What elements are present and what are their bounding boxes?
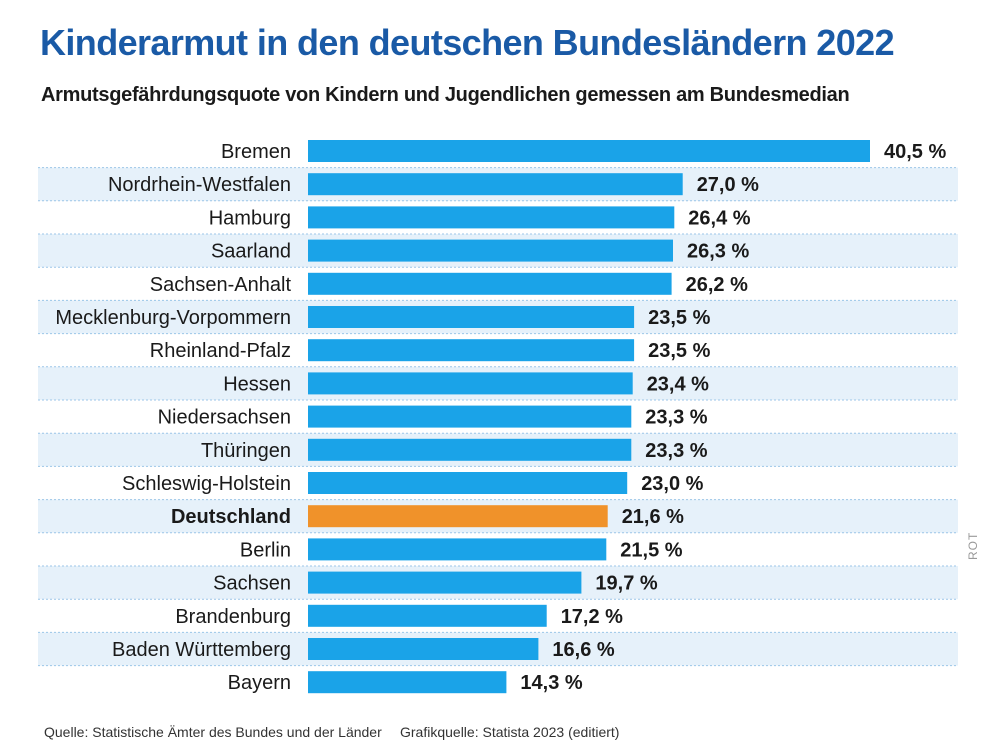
- value-label: 27,0 %: [697, 174, 759, 196]
- category-label: Rheinland-Pfalz: [150, 340, 291, 362]
- chart-title: Kinderarmut in den deutschen Bundeslände…: [40, 22, 895, 63]
- value-label: 23,3 %: [645, 407, 707, 429]
- category-label: Berlin: [240, 539, 291, 561]
- value-label: 14,3 %: [520, 672, 582, 694]
- bar: [308, 472, 628, 494]
- category-label: Bayern: [228, 672, 291, 694]
- category-label: Bremen: [221, 141, 291, 163]
- category-label: Baden Württemberg: [112, 639, 291, 661]
- bar: [308, 372, 633, 395]
- value-label: 23,5 %: [648, 340, 710, 362]
- category-label: Hamburg: [209, 207, 291, 229]
- bar: [308, 306, 635, 328]
- value-label: 26,2 %: [686, 274, 748, 296]
- category-label-highlight: Deutschland: [171, 506, 291, 528]
- bar: [308, 140, 870, 162]
- bar: [308, 239, 673, 262]
- category-label: Nordrhein-Westfalen: [108, 174, 291, 196]
- category-label: Brandenburg: [175, 606, 291, 628]
- value-label: 23,4 %: [647, 373, 709, 395]
- bars: [308, 140, 870, 694]
- bar: [308, 438, 632, 461]
- bar: [308, 538, 607, 561]
- category-label: Hessen: [223, 373, 291, 395]
- bar: [308, 604, 547, 627]
- bar: [308, 671, 507, 694]
- bar: [308, 405, 632, 428]
- value-label: 16,6 %: [552, 639, 614, 661]
- side-credit: ROT: [966, 531, 980, 560]
- bar: [308, 173, 683, 196]
- category-label: Niedersachsen: [158, 407, 291, 429]
- bar: [308, 638, 539, 660]
- value-label: 40,5 %: [884, 141, 946, 163]
- category-labels: Bremen Nordrhein-Westfalen Hamburg Saarland…: [55, 141, 291, 694]
- category-label: Saarland: [211, 241, 291, 263]
- graphic-source-note: Grafikquelle: Statista 2023 (editiert): [400, 724, 620, 740]
- category-label: Thüringen: [201, 440, 291, 462]
- value-label: 23,5 %: [648, 307, 710, 329]
- value-label: 19,7 %: [595, 573, 657, 595]
- row-stripes: [38, 167, 958, 667]
- source-note: Quelle: Statistische Ämter des Bundes un…: [44, 724, 382, 740]
- value-label: 26,3 %: [687, 241, 749, 263]
- category-label: Sachsen-Anhalt: [150, 274, 292, 296]
- value-label: 23,3 %: [645, 440, 707, 462]
- value-label: 23,0 %: [641, 473, 703, 495]
- bar: [308, 272, 672, 295]
- category-label: Sachsen: [213, 573, 291, 595]
- bar: [308, 571, 582, 594]
- category-label: Mecklenburg-Vorpommern: [55, 307, 291, 329]
- value-label: 26,4 %: [688, 207, 750, 229]
- bar: [308, 339, 635, 362]
- chart-subtitle: Armutsgefährdungsquote von Kindern und J…: [41, 84, 850, 106]
- bar: [308, 206, 675, 229]
- value-label: 17,2 %: [561, 606, 623, 628]
- value-label: 21,5 %: [620, 539, 682, 561]
- value-labels: 40,5 % 27,0 % 26,4 % 26,3 % 26,2 % 23,5 % 23,5…: [520, 141, 946, 694]
- value-label: 21,6 %: [622, 506, 684, 528]
- bar-highlight: [308, 505, 608, 528]
- category-label: Schleswig-Holstein: [122, 473, 291, 495]
